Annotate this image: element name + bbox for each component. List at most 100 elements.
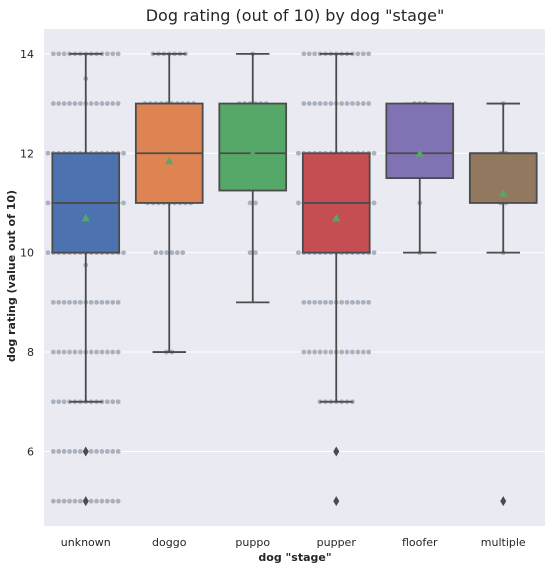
swarm-point [350,101,355,106]
swarm-point [50,498,56,504]
swarm-point [312,101,318,106]
outlier-marker [333,496,340,507]
swarm-point [317,299,323,305]
swarm-point [77,101,83,106]
swarm-point [121,200,126,206]
swarm-point [77,449,83,454]
swarm-point [56,101,62,106]
swarm-point [339,101,345,106]
swarm-point [115,399,121,405]
swarm-point [77,349,83,355]
swarm-point [110,449,116,454]
swarm-point [88,299,94,305]
swarm-point [56,399,62,405]
swarm-point [306,51,312,57]
swarm-point [360,51,366,57]
swarm-point [72,349,78,355]
swarm-point [174,250,180,256]
box-doggo [134,52,204,353]
swarm-point [355,349,361,355]
x-tick-label: multiple [481,536,526,549]
swarm-point [247,250,253,256]
swarm-point [45,250,51,256]
swarm-point [94,498,99,504]
swarm-point [110,399,116,405]
grid-lines [44,53,545,452]
swarm-point [344,349,350,355]
swarm-point [301,299,307,305]
y-tick-label: 8 [27,346,34,359]
swarm-point [180,250,186,256]
mean-marker [81,213,90,222]
swarm-point [56,498,62,504]
box-floofer [385,102,455,254]
swarm-point [296,250,301,256]
swarm-point [317,101,323,106]
x-tick-label: puppo [235,536,270,549]
swarm-point [306,101,312,106]
box-plots [51,52,538,507]
swarm-point [328,349,334,355]
swarm-point [164,250,169,256]
swarm-point [121,250,126,256]
swarm-point [366,299,372,305]
y-tick-label: 6 [27,445,34,458]
swarm-point [301,349,307,355]
swarm-point [247,200,253,206]
swarm-point [99,349,105,355]
swarm-point [104,498,110,504]
swarm-point [306,349,312,355]
swarm-point [115,349,121,355]
swarm-point [72,449,78,454]
swarm-point [99,449,105,454]
swarm-point [169,250,175,256]
swarm-point [104,299,110,305]
plot-area [44,29,545,526]
swarm-point [104,51,110,57]
swarm-point [323,349,328,355]
swarm-point [45,150,51,156]
swarm-point [350,299,355,305]
swarm-point [110,299,116,305]
swarm-point [317,349,323,355]
x-tick-label: unknown [61,536,111,549]
swarm-point [56,51,62,57]
swarm-point [50,449,56,454]
swarm-point [344,299,350,305]
swarm-point [67,101,72,106]
swarm-point [50,51,56,57]
swarm-point [306,299,312,305]
swarm-point [77,498,83,504]
x-tick-label: floofer [402,536,438,549]
swarm-point [344,101,350,106]
swarm-point [115,51,121,57]
swarm-point [104,349,110,355]
swarm-point [50,101,56,106]
swarm-point [350,349,355,355]
swarm-point [301,101,307,106]
outlier-marker [500,496,507,507]
outlier-marker [82,446,89,457]
swarm-point [61,349,67,355]
swarm-point [366,349,372,355]
mean-marker [332,213,341,222]
y-tick-labels: 6 8 10 12 14 [20,48,34,459]
mean-marker [165,156,174,165]
swarm-point [121,150,126,156]
outlier-marker [333,446,340,457]
swarm-point [45,200,51,206]
x-tick-labels: unknown doggo puppo pupper floofer multiple [61,536,526,549]
swarm-point [61,449,67,454]
swarm-point [77,299,83,305]
swarm-point [61,299,67,305]
swarm-point [328,299,334,305]
swarm-point [115,449,121,454]
swarm-point [99,101,105,106]
swarm-point [296,150,301,156]
swarm-point [328,101,334,106]
swarm-point [94,101,99,106]
swarm-point [61,101,67,106]
swarm-point [94,449,99,454]
swarm-point [253,250,258,256]
swarm-point [339,299,345,305]
